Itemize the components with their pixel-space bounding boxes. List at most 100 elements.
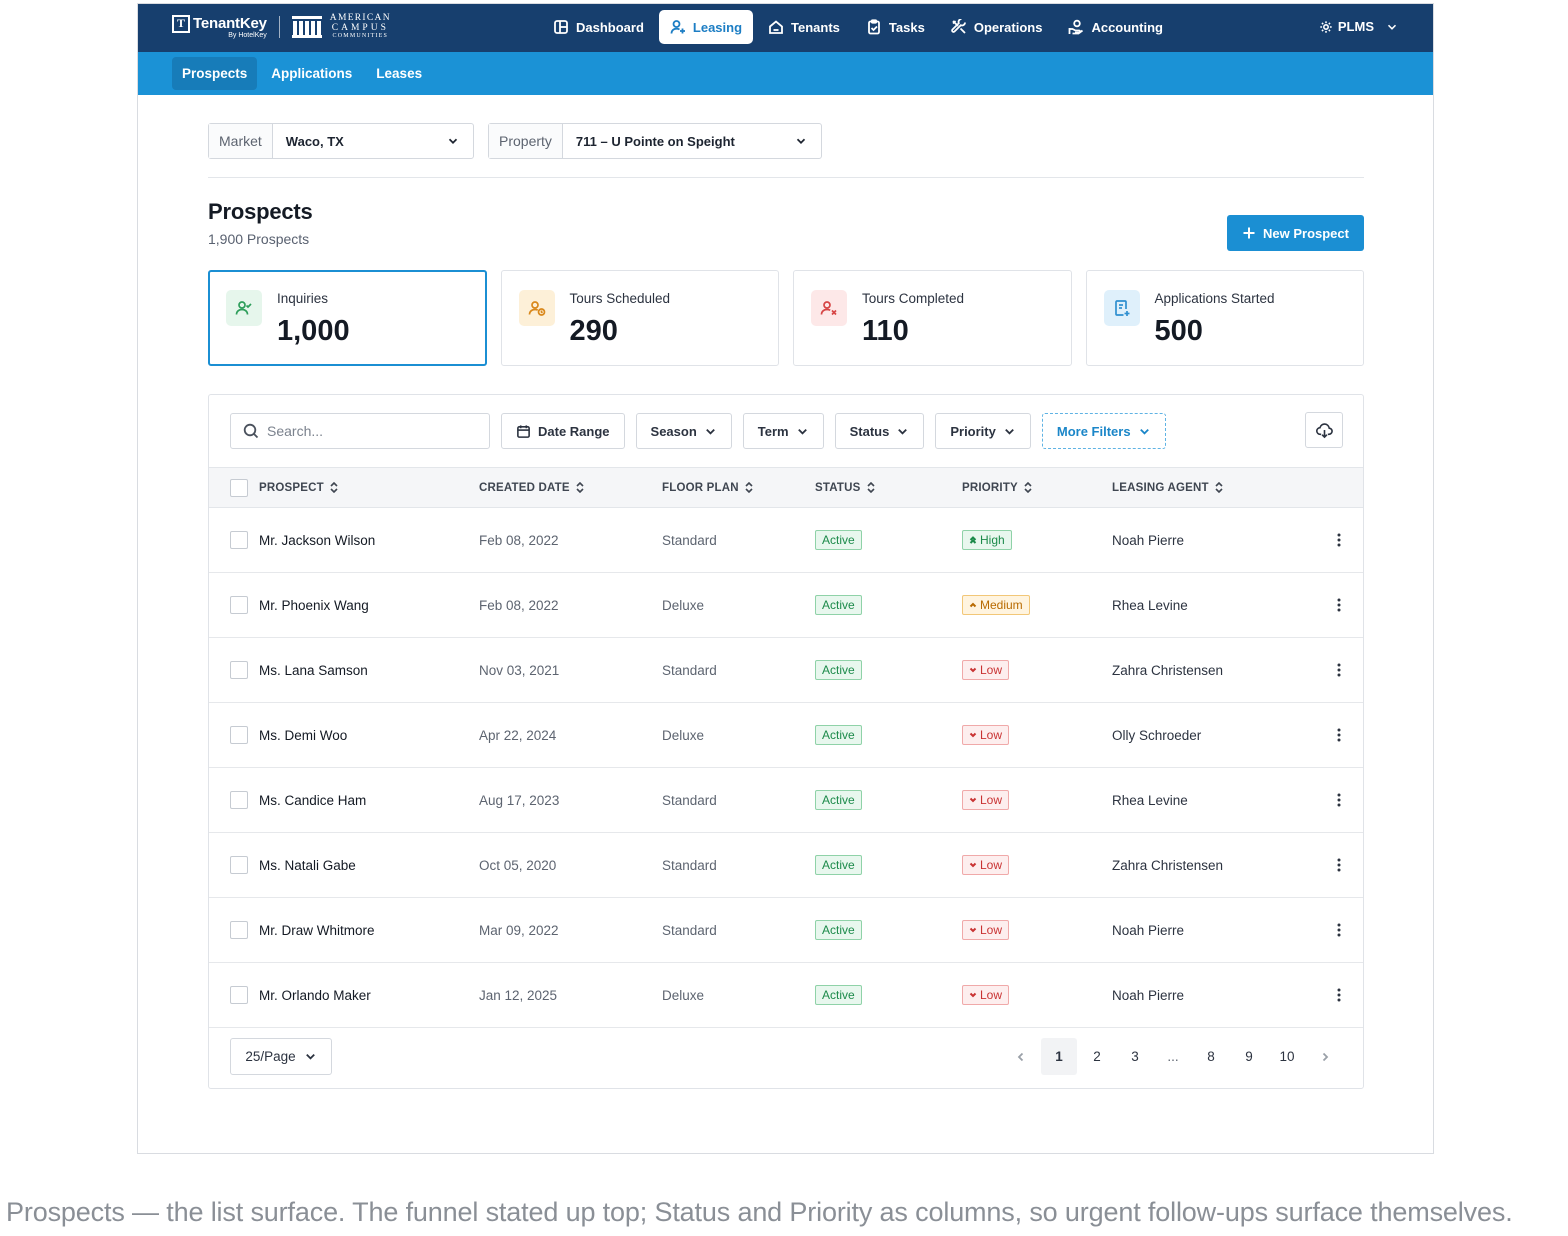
pagination-page-button[interactable]: 10: [1279, 1049, 1295, 1064]
more-vertical-icon: [1337, 533, 1341, 547]
priority-badge: Low: [962, 985, 1010, 1005]
row-menu-button[interactable]: [1329, 530, 1349, 550]
table-row[interactable]: Ms. Lana Samson Nov 03, 2021 Standard Activ…: [209, 638, 1363, 703]
prospect-name[interactable]: Ms. Candice Ham: [259, 792, 367, 808]
nav-item-dashboard[interactable]: Dashboard: [542, 10, 655, 44]
row-checkbox[interactable]: [230, 726, 248, 744]
row-checkbox[interactable]: [230, 921, 248, 939]
row-menu-button[interactable]: [1329, 985, 1349, 1005]
column-header-leasing-agent[interactable]: LEASING AGENT: [1112, 468, 1312, 508]
priority-text: Low: [980, 728, 1003, 742]
user-menu[interactable]: PLMS: [1319, 19, 1399, 34]
table-row[interactable]: Ms. Demi Woo Apr 22, 2024 Deluxe Active Low O…: [209, 703, 1363, 768]
more-filters-button[interactable]: More Filters: [1041, 413, 1166, 449]
status-badge: Active: [815, 725, 862, 745]
status-filter[interactable]: Status: [834, 413, 925, 449]
pagination-prev-button[interactable]: [1003, 1038, 1039, 1075]
status-cell: Active: [815, 898, 962, 963]
term-filter[interactable]: Term: [742, 413, 824, 449]
row-menu-button[interactable]: [1329, 725, 1349, 745]
subnav-item-applications[interactable]: Applications: [271, 66, 353, 81]
property-select[interactable]: Property 711 – U Pointe on Speight: [488, 123, 822, 159]
column-header-prospect[interactable]: PROSPECT: [259, 468, 479, 508]
table-row[interactable]: Ms. Candice Ham Aug 17, 2023 Standard Activ…: [209, 768, 1363, 833]
leasing-agent: Rhea Levine: [1112, 792, 1188, 808]
table-row[interactable]: Ms. Natali Gabe Oct 05, 2020 Standard Activ…: [209, 833, 1363, 898]
pagination-page-button[interactable]: 3: [1131, 1049, 1139, 1064]
funnel-stats: Inquiries 1,000 Tours Scheduled 290 Tour…: [208, 270, 1364, 366]
stat-card-applications-started[interactable]: Applications Started 500: [1085, 270, 1364, 366]
priority-text: High: [980, 533, 1005, 547]
search-input[interactable]: Search...: [230, 413, 490, 449]
date-range-filter[interactable]: Date Range: [501, 413, 625, 449]
figure-caption: Prospects — the list surface. The funnel…: [6, 1197, 1513, 1227]
pagination-next-button[interactable]: [1307, 1038, 1343, 1075]
table-row[interactable]: Mr. Phoenix Wang Feb 08, 2022 Deluxe Active…: [209, 573, 1363, 638]
row-menu-button[interactable]: [1329, 660, 1349, 680]
prospect-name[interactable]: Ms. Demi Woo: [259, 727, 348, 743]
priority-filter[interactable]: Priority: [935, 413, 1031, 449]
select-all-checkbox[interactable]: [230, 478, 248, 497]
sort-icon: [330, 482, 338, 493]
status-cell: Active: [815, 833, 962, 898]
stat-card-inquiries[interactable]: Inquiries 1,000: [208, 270, 487, 366]
prospect-name[interactable]: Ms. Natali Gabe: [259, 857, 356, 873]
prospect-name[interactable]: Mr. Orlando Maker: [259, 987, 371, 1003]
table-row[interactable]: Mr. Jackson Wilson Feb 08, 2022 Standard Ac…: [209, 508, 1363, 573]
chevron-down-icon: [969, 732, 977, 738]
row-checkbox[interactable]: [230, 596, 248, 614]
row-menu-button[interactable]: [1329, 855, 1349, 875]
nav-item-leasing[interactable]: Leasing: [658, 10, 754, 44]
new-prospect-button[interactable]: New Prospect: [1227, 215, 1364, 251]
nav-item-accounting[interactable]: Accounting: [1057, 10, 1174, 44]
column-header-created-date[interactable]: CREATED DATE: [479, 468, 662, 508]
nav-item-operations[interactable]: Operations: [940, 10, 1054, 44]
status-cell: Active: [815, 768, 962, 833]
stat-card-tours-completed[interactable]: Tours Completed 110: [793, 270, 1072, 366]
row-select-cell: [209, 898, 259, 963]
per-page-select[interactable]: 25/Page: [230, 1038, 332, 1075]
pagination-page-button[interactable]: 2: [1093, 1049, 1101, 1064]
priority-badge: Low: [962, 855, 1010, 875]
download-button[interactable]: [1305, 412, 1343, 448]
row-actions-cell: [1312, 703, 1363, 768]
nav-item-tenants[interactable]: Tenants: [757, 10, 851, 44]
market-select-value[interactable]: Waco, TX: [273, 124, 473, 158]
prospect-name[interactable]: Mr. Phoenix Wang: [259, 597, 369, 613]
row-checkbox[interactable]: [230, 791, 248, 809]
pagination-page-button[interactable]: 8: [1207, 1049, 1215, 1064]
pagination-page-button[interactable]: 1: [1041, 1038, 1077, 1075]
column-header-priority[interactable]: PRIORITY: [962, 468, 1112, 508]
prospect-name[interactable]: Ms. Lana Samson: [259, 662, 368, 678]
nav-item-tasks[interactable]: Tasks: [855, 10, 936, 44]
season-filter[interactable]: Season: [635, 413, 732, 449]
status-cell: Active: [815, 703, 962, 768]
tenantkey-logo[interactable]: T TenantKey By HotelKey: [172, 14, 267, 39]
pagination-page-button[interactable]: 9: [1245, 1049, 1253, 1064]
prospects-table-panel: Search... Date Range Season Term Status: [208, 394, 1364, 1089]
row-select-cell: [209, 768, 259, 833]
market-select[interactable]: Market Waco, TX: [208, 123, 474, 159]
row-menu-button[interactable]: [1329, 790, 1349, 810]
prospect-name[interactable]: Mr. Jackson Wilson: [259, 532, 376, 548]
subnav-item-prospects[interactable]: Prospects: [172, 57, 258, 90]
row-menu-button[interactable]: [1329, 920, 1349, 940]
partner-logo: AMERICAN CAMPUS COMMUNITIES: [291, 13, 391, 39]
table-row[interactable]: Mr. Orlando Maker Jan 12, 2025 Deluxe Activ…: [209, 963, 1363, 1028]
row-checkbox[interactable]: [230, 531, 248, 549]
subnav-item-leases[interactable]: Leases: [376, 66, 423, 81]
prospect-name[interactable]: Mr. Draw Whitmore: [259, 922, 375, 938]
table-row[interactable]: Mr. Draw Whitmore Mar 09, 2022 Standard Act…: [209, 898, 1363, 963]
chevron-left-icon: [1017, 1052, 1024, 1061]
created-date: Jan 12, 2025: [479, 987, 558, 1003]
row-checkbox[interactable]: [230, 986, 248, 1004]
column-header-floor-plan[interactable]: FLOOR PLAN: [662, 468, 815, 508]
column-header-status[interactable]: STATUS: [815, 468, 962, 508]
file-plus-icon: [1103, 290, 1140, 326]
stat-value: 110: [862, 315, 909, 347]
stat-card-tours-scheduled[interactable]: Tours Scheduled 290: [500, 270, 779, 366]
row-menu-button[interactable]: [1329, 595, 1349, 615]
row-checkbox[interactable]: [230, 661, 248, 679]
row-checkbox[interactable]: [230, 856, 248, 874]
property-select-value[interactable]: 711 – U Pointe on Speight: [563, 124, 821, 158]
